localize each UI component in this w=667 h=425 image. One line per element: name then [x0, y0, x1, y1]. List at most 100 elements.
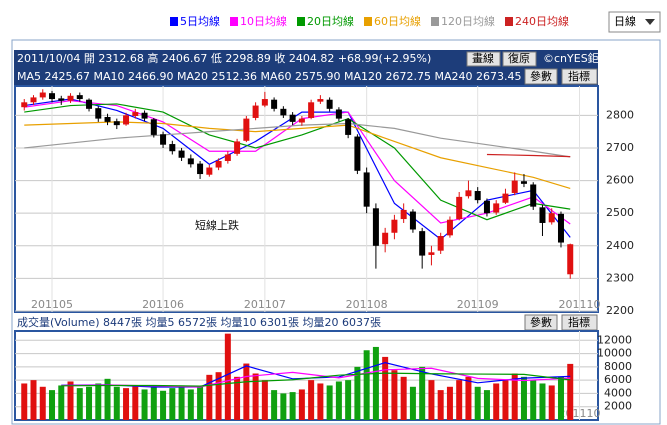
legend-label: 10日均線: [240, 14, 287, 28]
candle-body: [39, 92, 46, 98]
y-tick-label: 12000: [597, 333, 632, 346]
volume-bar: [474, 386, 481, 420]
legend-swatch: [431, 17, 439, 26]
volume-bar: [428, 380, 435, 420]
candle-body: [382, 232, 389, 245]
candle-body: [317, 99, 324, 102]
candle-body: [104, 116, 111, 122]
candle-body: [520, 181, 527, 184]
x-tick-label: 201108: [346, 298, 388, 311]
y-tick-label: 10000: [597, 347, 632, 360]
button-label: 參數: [530, 69, 552, 83]
candle-body: [437, 236, 444, 251]
volume-bar: [520, 376, 527, 420]
button-label: 參數: [530, 315, 552, 329]
volume-bar: [345, 380, 352, 420]
volume-bar: [289, 392, 296, 420]
legend-label: 240日均線: [515, 14, 569, 28]
candle-body: [206, 167, 213, 175]
ma-line: [24, 103, 571, 221]
candle-body: [49, 93, 56, 100]
candle-body: [178, 150, 185, 158]
candle-body: [141, 112, 148, 119]
volume-bar: [261, 380, 268, 420]
volume-bar: [530, 380, 537, 420]
volume-bar: [271, 390, 278, 420]
candle-body: [150, 119, 157, 135]
volume-bar: [391, 370, 398, 420]
ma-line: [486, 153, 571, 158]
volume-bar: [317, 383, 324, 420]
volume-bar: [372, 346, 379, 420]
candle-body: [261, 99, 268, 106]
volume-bar: [206, 374, 213, 420]
volume-bar: [502, 380, 509, 420]
volume-bar: [21, 383, 28, 420]
volume-bar: [197, 386, 204, 420]
candle-body: [308, 102, 315, 118]
button-label: 畫線: [472, 51, 494, 65]
button[interactable]: [524, 68, 558, 85]
candle-body: [252, 105, 259, 118]
volume-bar: [187, 389, 194, 420]
volume-bar: [363, 350, 370, 420]
volume-bar: [298, 389, 305, 420]
volume-bar: [39, 386, 46, 420]
legend-swatch: [505, 17, 513, 26]
volume-bar: [123, 388, 130, 420]
candle-body: [67, 95, 74, 101]
candle-body: [30, 97, 37, 103]
volume-bar: [400, 376, 407, 420]
candle-body: [113, 121, 120, 126]
candle-body: [271, 99, 278, 109]
candle-body: [493, 203, 500, 213]
y-tick-label: 6000: [604, 373, 632, 386]
volume-bar: [58, 385, 65, 420]
volume-bar: [382, 356, 389, 420]
volume-bar: [539, 383, 546, 420]
volume-bar: [465, 376, 472, 420]
volume-bar: [86, 386, 93, 420]
volume-bar: [419, 366, 426, 420]
ma-line: [61, 372, 571, 387]
volume-bar: [409, 386, 416, 420]
candle-body: [567, 244, 574, 275]
button[interactable]: [502, 51, 537, 67]
volume-bar: [67, 381, 74, 420]
candle-body: [419, 231, 426, 256]
button[interactable]: [561, 68, 598, 85]
candle-body: [502, 193, 509, 203]
volume-bar: [446, 386, 453, 420]
candle-body: [428, 252, 435, 255]
candle-body: [197, 163, 204, 175]
candle-body: [187, 158, 194, 165]
volume-bar: [252, 373, 259, 420]
legend-swatch: [364, 17, 372, 26]
legend-label: 20日均線: [307, 14, 354, 28]
plot-area: [14, 330, 599, 421]
volume-bar: [234, 376, 241, 420]
candle-body: [456, 196, 463, 220]
x-tick-label: 201106: [142, 298, 184, 311]
legend-label: 60日均線: [374, 14, 421, 28]
volume-bar: [437, 390, 444, 420]
legend-label: 120日均線: [441, 14, 495, 28]
candle-body: [483, 200, 490, 214]
candle-body: [530, 184, 537, 207]
volume-bar: [132, 385, 139, 420]
candle-body: [400, 209, 407, 220]
candle-body: [215, 161, 222, 168]
volume-bar: [215, 372, 222, 420]
volume-bar: [141, 389, 148, 420]
y-tick-label: 2600: [606, 174, 634, 187]
period-select[interactable]: [608, 11, 661, 33]
candle-body: [465, 190, 472, 197]
volume-bar: [511, 373, 518, 420]
candle-body: [335, 109, 342, 119]
legend-swatch: [230, 17, 238, 26]
plot-area: [14, 85, 599, 313]
x-tick-label: 201110: [558, 407, 600, 420]
button[interactable]: [466, 51, 501, 67]
